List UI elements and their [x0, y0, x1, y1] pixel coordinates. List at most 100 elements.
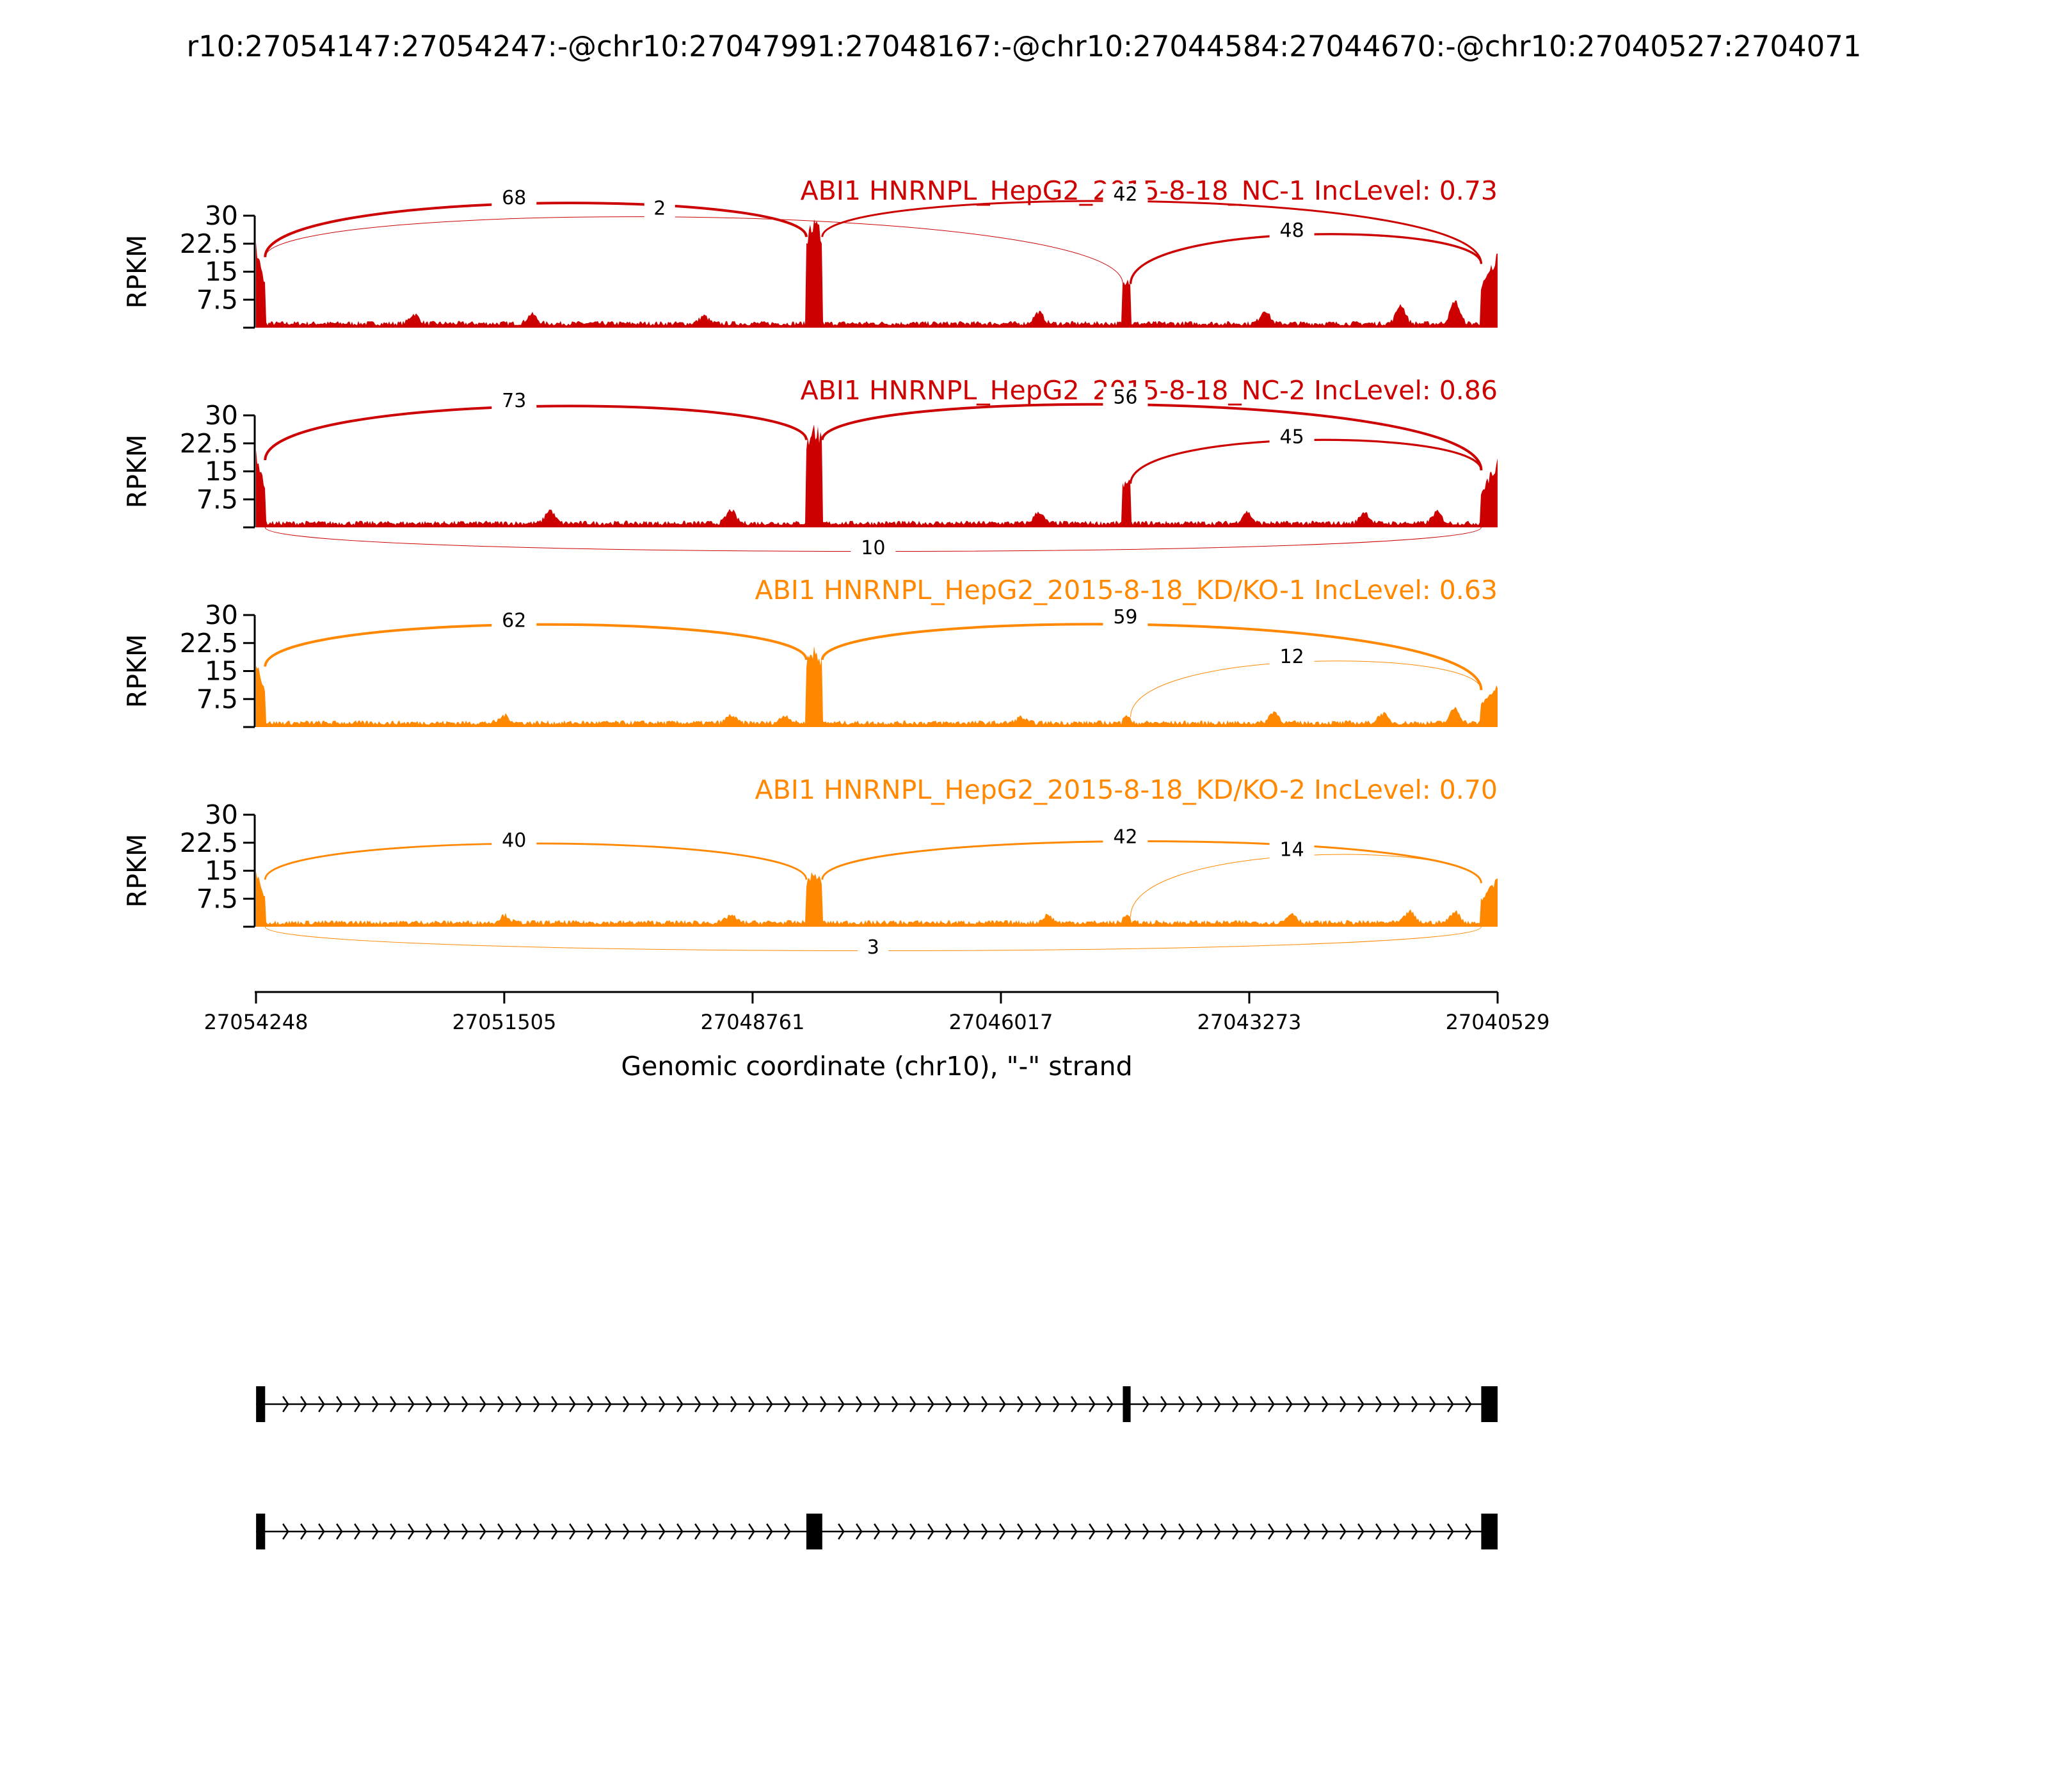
- y-tick-label: 30: [205, 400, 238, 431]
- exon-block: [806, 1514, 822, 1549]
- junction-count-bg: [492, 610, 537, 632]
- strand-arrow: [497, 1523, 504, 1540]
- junction-count-label: 14: [1279, 838, 1304, 861]
- strand-arrow: [1142, 1396, 1149, 1412]
- y-axis-label: RPKM: [122, 834, 152, 908]
- x-tick-label: 27054248: [204, 1010, 308, 1034]
- x-axis-label: Genomic coordinate (chr10), "-" strand: [621, 1051, 1132, 1082]
- strand-arrow: [1447, 1523, 1454, 1540]
- strand-arrow: [1357, 1396, 1364, 1412]
- x-tick-label: 27043273: [1197, 1010, 1302, 1034]
- y-axis-label: RPKM: [122, 435, 152, 508]
- strand-arrow: [408, 1523, 415, 1540]
- strand-arrow: [712, 1523, 719, 1540]
- y-tick-label: 15: [205, 456, 238, 487]
- strand-arrow: [461, 1396, 468, 1412]
- x-tick-label: 27046017: [949, 1010, 1053, 1034]
- strand-arrow: [569, 1396, 576, 1412]
- y-tick-label: 15: [205, 656, 238, 687]
- y-tick-label: 7.5: [196, 883, 238, 914]
- junction-count-label: 3: [867, 936, 879, 959]
- strand-arrow: [515, 1523, 522, 1540]
- junction-count-label: 73: [502, 390, 526, 412]
- strand-arrow: [945, 1523, 952, 1540]
- strand-arrow: [1160, 1396, 1167, 1412]
- strand-arrow: [1340, 1523, 1347, 1540]
- strand-arrow: [1393, 1523, 1400, 1540]
- strand-arrow: [676, 1396, 684, 1412]
- strand-arrow: [372, 1396, 379, 1412]
- strand-arrow: [426, 1523, 433, 1540]
- strand-arrow: [1053, 1523, 1060, 1540]
- strand-arrow: [533, 1396, 540, 1412]
- strand-arrow: [1465, 1523, 1472, 1540]
- strand-arrow: [354, 1523, 361, 1540]
- strand-arrow: [390, 1523, 397, 1540]
- exon-block: [1123, 1386, 1131, 1422]
- strand-arrow: [1250, 1523, 1257, 1540]
- strand-arrow: [838, 1396, 845, 1412]
- sample-title: ABI1 HNRNPL_HepG2_2015-8-18_NC-2 IncLeve…: [801, 375, 1498, 406]
- strand-arrow: [1250, 1396, 1257, 1412]
- y-tick-label: 22.5: [180, 828, 238, 858]
- strand-arrow: [856, 1396, 863, 1412]
- y-tick-label: 30: [205, 200, 238, 231]
- y-tick-label: 30: [205, 600, 238, 630]
- strand-arrow: [1232, 1523, 1239, 1540]
- strand-arrow: [1447, 1396, 1454, 1412]
- strand-arrow: [1411, 1523, 1418, 1540]
- strand-arrow: [1268, 1396, 1275, 1412]
- strand-arrow: [659, 1523, 666, 1540]
- strand-arrow: [784, 1396, 791, 1412]
- strand-arrow: [515, 1396, 522, 1412]
- strand-arrow: [981, 1396, 988, 1412]
- strand-arrow: [1357, 1523, 1364, 1540]
- strand-arrow: [336, 1396, 343, 1412]
- strand-arrow: [1035, 1523, 1042, 1540]
- strand-arrow: [1268, 1523, 1275, 1540]
- junction-count-bg: [1269, 646, 1315, 668]
- strand-arrow: [1214, 1523, 1221, 1540]
- strand-arrow: [569, 1523, 576, 1540]
- strand-arrow: [1340, 1396, 1347, 1412]
- strand-arrow: [1142, 1523, 1149, 1540]
- junction-arc: [1130, 854, 1482, 917]
- strand-arrow: [909, 1523, 916, 1540]
- junction-count-label: 42: [1113, 183, 1137, 205]
- strand-arrow: [1089, 1396, 1096, 1412]
- junction-count-bg: [1103, 607, 1148, 629]
- junction-count-bg: [492, 187, 537, 209]
- strand-arrow: [1178, 1523, 1185, 1540]
- strand-arrow: [748, 1523, 755, 1540]
- strand-arrow: [1107, 1396, 1114, 1412]
- y-tick-label: 22.5: [180, 428, 238, 459]
- strand-arrow: [533, 1523, 540, 1540]
- strand-arrow: [461, 1523, 468, 1540]
- exon-block: [1481, 1386, 1498, 1422]
- transcript: [256, 1386, 1498, 1422]
- strand-arrow: [730, 1523, 737, 1540]
- strand-arrow: [444, 1523, 451, 1540]
- strand-arrow: [587, 1396, 594, 1412]
- strand-arrow: [1214, 1396, 1221, 1412]
- strand-arrow: [551, 1523, 558, 1540]
- strand-arrow: [1322, 1396, 1329, 1412]
- strand-arrow: [1393, 1396, 1400, 1412]
- strand-arrow: [605, 1396, 612, 1412]
- strand-arrow: [838, 1523, 845, 1540]
- strand-arrow: [1429, 1396, 1436, 1412]
- strand-arrow: [1196, 1396, 1203, 1412]
- strand-arrow: [282, 1396, 289, 1412]
- junction-count-bg: [1269, 839, 1315, 861]
- strand-arrow: [1465, 1396, 1472, 1412]
- strand-arrow: [856, 1523, 863, 1540]
- junction-count-bg: [858, 937, 889, 959]
- junction-arc: [264, 202, 808, 257]
- strand-arrow: [479, 1523, 486, 1540]
- strand-arrow: [641, 1396, 648, 1412]
- junction-count-bg: [1103, 387, 1148, 409]
- x-tick-label: 27040529: [1446, 1010, 1550, 1034]
